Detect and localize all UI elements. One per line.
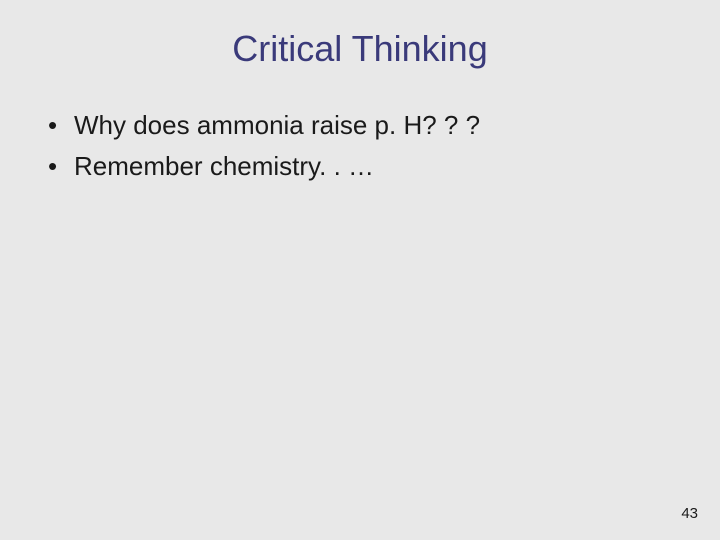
bullet-item: Why does ammonia raise p. H? ? ?	[44, 108, 690, 143]
bullet-item: Remember chemistry. . …	[44, 149, 690, 184]
page-number: 43	[681, 505, 698, 522]
slide-title: Critical Thinking	[30, 28, 690, 70]
slide-container: Critical Thinking Why does ammonia raise…	[0, 0, 720, 540]
bullet-list: Why does ammonia raise p. H? ? ? Remembe…	[30, 108, 690, 184]
